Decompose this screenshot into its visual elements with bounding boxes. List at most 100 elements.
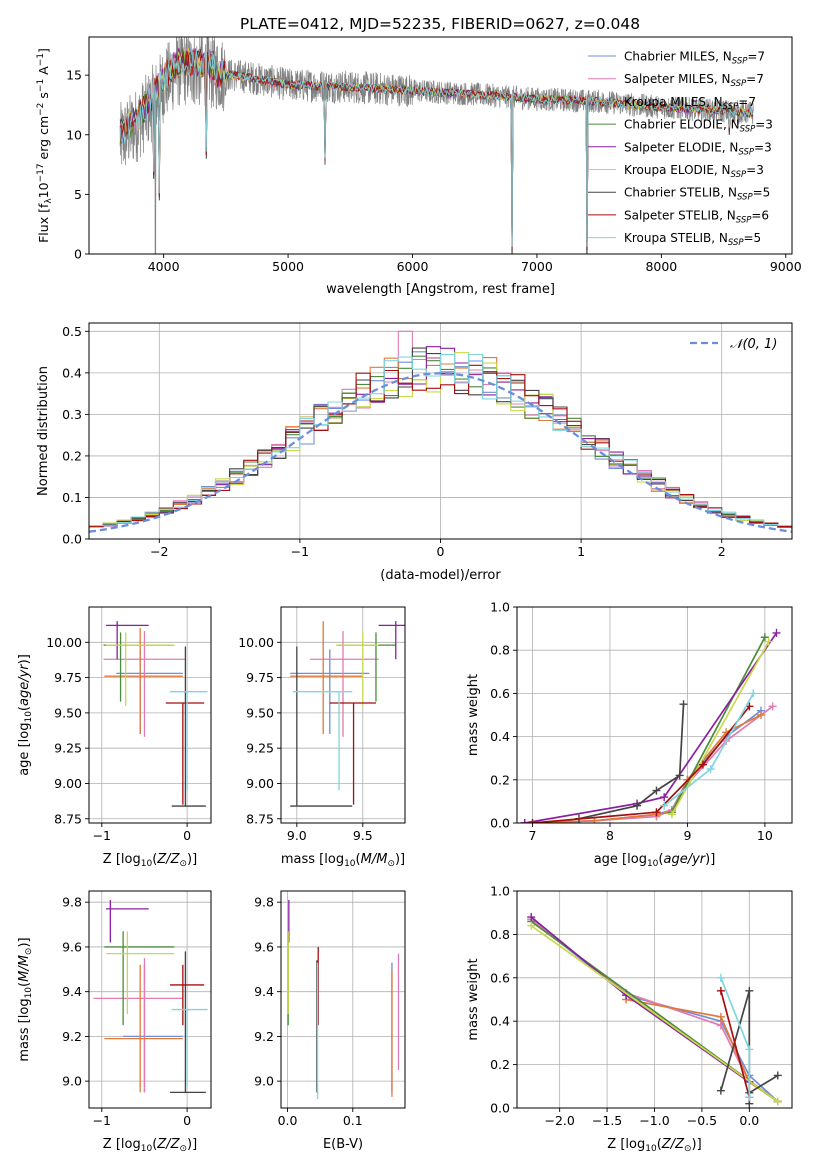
x-axis-label: (data-model)/error (380, 568, 501, 583)
y-tick-label: 0.8 (490, 643, 510, 658)
x-axis-label: age [log10(age/yr)] (594, 852, 716, 869)
weight-marker-salpeter_stelib (652, 808, 661, 817)
y-axis-label: mass weight (466, 958, 481, 1040)
plot-area (93, 899, 208, 1093)
x-tick-label: 9 (683, 828, 691, 843)
x-tick-label: 0.0 (278, 1113, 298, 1128)
y-tick-label: 9.4 (254, 984, 274, 999)
legend-label-chabrier_miles: Chabrier MILES, NSSP=7 (624, 50, 765, 67)
y-tick-label: 0.2 (490, 772, 510, 787)
y-tick-label: 0.2 (490, 1057, 510, 1072)
age-vs-metallicity-panel: −1 0 8.75 9.00 9.25 9.50 9.75 10.00 Z [log10(Z/Z… (17, 606, 212, 869)
legend-label-salpeter_miles: Salpeter MILES, NSSP=7 (624, 72, 764, 89)
plot-area (290, 621, 405, 807)
x-axis-label: Z [log10(Z/Z⊙)] (607, 1137, 701, 1154)
x-tick-label: 8000 (645, 259, 677, 274)
y-tick-label: 9.2 (254, 1029, 274, 1044)
figure-title: PLATE=0412, MJD=52235, FIBERID=0627, z=0… (240, 15, 640, 33)
x-tick-label: −1.0 (639, 1113, 669, 1128)
axes-frame (88, 606, 212, 824)
y-tick-label: 10 (66, 127, 82, 142)
plot-area (103, 621, 208, 807)
y-tick-label: 9.2 (62, 1029, 82, 1044)
x-tick-label: −1 (93, 828, 111, 843)
y-tick-label: 9.25 (246, 741, 274, 756)
weight-marker-salpeter_stelib (528, 819, 537, 823)
weight-marker-kroupa_stelib (716, 973, 725, 982)
weight-marker-salpeter_stelib (716, 986, 725, 995)
x-tick-label: 9.5 (353, 828, 373, 843)
errorbar-kroupa_stelib (170, 691, 208, 791)
legend-label-chabrier_elodie: Chabrier ELODIE, NSSP=3 (624, 118, 773, 135)
errorbar-chabrier_stelib (290, 646, 353, 807)
y-tick-label: 9.00 (246, 776, 274, 791)
axes-frame (88, 36, 793, 255)
axes-frame (280, 606, 406, 824)
normal-reference-curve (89, 372, 792, 533)
errorbar-chabrier_stelib (170, 951, 206, 1093)
weight-marker-salpeter_miles (716, 1021, 725, 1030)
weight-marker-salpeter_stelib (698, 760, 707, 769)
weight-line-salpeter_stelib (720, 990, 751, 1098)
errorbar-kroupa_elodie (106, 632, 175, 706)
legend-label-kroupa_stelib: Kroupa STELIB, NSSP=5 (624, 231, 761, 248)
axes-frame (516, 606, 793, 824)
x-tick-label: 1 (577, 544, 585, 559)
legend-label-kroupa_elodie: Kroupa ELODIE, NSSP=3 (624, 163, 764, 180)
y-tick-label: 9.4 (62, 984, 82, 999)
weight-line-salpeter_stelib (532, 705, 751, 823)
weight-marker-kroupa_stelib (706, 765, 715, 773)
x-tick-label: 0 (183, 828, 191, 843)
weight-marker-chabrier_stelib (633, 801, 642, 810)
errorbar-salpeter_elodie (106, 899, 149, 943)
y-tick-label: 0 (74, 247, 82, 262)
weight-marker-salpeter_elodie (772, 628, 781, 637)
x-tick-label: −2 (150, 544, 168, 559)
x-axis-label: wavelength [Angstrom, rest frame] (326, 282, 555, 297)
x-axis-label: Z [log10(Z/Z⊙)] (103, 1137, 197, 1154)
errorbar-kroupa_miles (104, 628, 183, 735)
errorbar-kroupa_stelib (171, 1008, 208, 1086)
y-tick-label: 10.00 (238, 635, 274, 650)
plot-area (89, 330, 792, 533)
plot-area (527, 913, 782, 1108)
errorbar-kroupa_elodie (106, 931, 175, 1015)
x-tick-label: 4000 (148, 259, 180, 274)
y-tick-label: 9.0 (254, 1074, 274, 1089)
y-axis-label: Normed distribution (36, 366, 51, 496)
y-tick-label: 0.4 (490, 729, 510, 744)
legend: Chabrier MILES, NSSP=7 Salpeter MILES, NS… (588, 50, 773, 248)
y-tick-label: 9.6 (62, 939, 82, 954)
y-tick-label: 0.6 (490, 686, 510, 701)
age-vs-mass-panel: 9.0 9.5 8.75 9.00 9.25 9.50 9.75 10.00 mass [log… (238, 606, 406, 869)
legend-label-normal: 𝒩(0, 1) (730, 337, 777, 352)
weight-marker-salpeter_miles (768, 702, 777, 711)
x-tick-label: 6000 (397, 259, 429, 274)
weight-marker-kroupa_elodie (773, 1097, 782, 1106)
errorbar-salpeter_miles (310, 631, 379, 737)
plot-area (520, 628, 781, 823)
weight-marker-kroupa_miles (757, 711, 766, 719)
weight-marker-chabrier_elodie (760, 633, 769, 642)
legend-label-salpeter_elodie: Salpeter ELODIE, NSSP=3 (624, 140, 772, 157)
x-tick-label: 10 (757, 828, 773, 843)
legend-label-kroupa_miles: Kroupa MILES, NSSP=7 (624, 95, 756, 112)
x-tick-label: 7 (529, 828, 537, 843)
weight-marker-kroupa_elodie (667, 810, 676, 819)
model-spectrum-line-kroupa_stelib (119, 49, 754, 247)
weight-marker-kroupa_elodie (764, 637, 773, 646)
weight-marker-chabrier_stelib (716, 1086, 725, 1095)
y-tick-label: 0.0 (62, 532, 82, 547)
weight-line-kroupa_elodie (671, 641, 770, 815)
y-tick-label: 1.0 (490, 600, 510, 615)
y-tick-label: 8.75 (54, 811, 82, 826)
x-tick-label: −0.5 (687, 1113, 717, 1128)
errorbar-salpeter_miles (103, 631, 186, 737)
axes-frame (88, 890, 212, 1109)
errorbar-salpeter_miles (93, 958, 183, 1093)
x-tick-label: 0.1 (343, 1113, 363, 1128)
y-tick-label: 0.8 (490, 927, 510, 942)
x-tick-label: 9.0 (287, 828, 307, 843)
y-tick-label: 5 (74, 187, 82, 202)
